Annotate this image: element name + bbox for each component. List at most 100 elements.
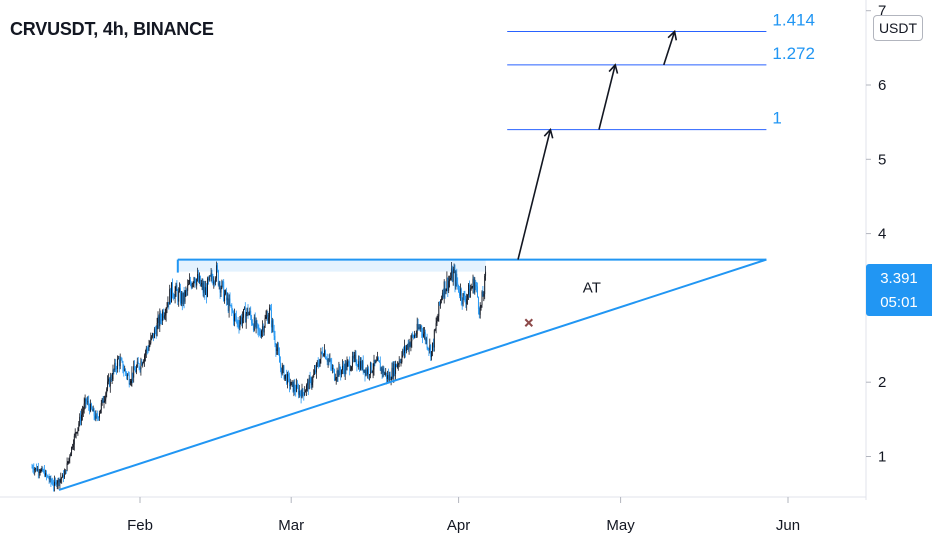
candle-body <box>199 275 201 286</box>
candle-body <box>261 330 262 337</box>
candle-body <box>161 318 163 321</box>
candle-body <box>36 468 37 471</box>
candle-body <box>171 282 173 295</box>
candle-body <box>42 468 44 472</box>
candle-body <box>180 288 181 304</box>
candle-body <box>434 329 436 331</box>
candle-body <box>40 469 42 472</box>
x-tick-label: Feb <box>127 517 153 534</box>
candle-body <box>187 284 189 291</box>
candle-body <box>306 382 308 386</box>
candle-body <box>273 330 275 336</box>
candle-body <box>354 354 356 356</box>
candle-body <box>87 401 89 403</box>
candle-body <box>86 401 88 403</box>
candle-body <box>454 269 456 287</box>
candle-body <box>275 344 277 352</box>
candle-body <box>337 370 339 377</box>
candle-body <box>72 444 74 448</box>
candle-body <box>133 366 135 378</box>
candle-body <box>367 368 369 375</box>
candle-body <box>352 356 354 359</box>
candle-body <box>164 315 166 317</box>
candle-body <box>207 278 208 297</box>
candle-body <box>458 284 460 292</box>
x-tick-label: Mar <box>278 517 304 534</box>
currency-button[interactable]: USDT <box>873 15 923 41</box>
candle-body <box>321 351 323 353</box>
candle-body <box>430 345 432 357</box>
candle-body <box>450 278 451 280</box>
candle-body <box>280 367 282 375</box>
candle-body <box>300 393 302 398</box>
candle-body <box>196 278 198 286</box>
candle-body <box>220 288 222 293</box>
candle-body <box>270 310 272 328</box>
candle-body <box>391 367 393 380</box>
candle-body <box>316 362 318 364</box>
candle-body <box>60 478 62 480</box>
candle-body <box>305 390 307 393</box>
candle-body <box>132 372 134 378</box>
candle-body <box>355 354 357 364</box>
candle-body <box>63 474 65 478</box>
candle-body <box>366 369 368 375</box>
candle-body <box>361 361 363 369</box>
candle-body <box>306 385 307 391</box>
candle-body <box>233 312 235 322</box>
candle-body <box>108 378 109 382</box>
candle-body <box>333 369 335 380</box>
candle-body <box>392 367 394 377</box>
candle-body <box>276 349 278 352</box>
candle-body <box>65 470 67 471</box>
candle-body <box>180 293 182 304</box>
candle-body <box>288 376 290 386</box>
candle-body <box>484 275 486 295</box>
candle-body <box>123 370 125 372</box>
candle-body <box>270 307 271 311</box>
y-tick-label: 5 <box>878 151 886 168</box>
candle-body <box>203 286 205 293</box>
fib-level-label: 1.414 <box>772 11 815 30</box>
candle-body <box>443 281 445 298</box>
candle-body <box>421 326 423 333</box>
candle-body <box>215 278 217 283</box>
candle-body <box>226 297 228 301</box>
candle-body <box>234 313 236 316</box>
candle-body <box>416 323 418 335</box>
resistance-zone <box>177 259 486 272</box>
candle-body <box>379 362 381 371</box>
candle-body <box>112 369 114 380</box>
candle-body <box>315 363 317 373</box>
candle-body <box>103 400 105 403</box>
candle-body <box>126 374 128 377</box>
candle-body <box>51 481 53 483</box>
fib-level-label: 1 <box>772 109 781 128</box>
candle-body <box>252 323 253 325</box>
projection-arrow <box>663 31 676 66</box>
candle-body <box>178 291 180 302</box>
candle-body <box>412 334 414 336</box>
candle-body <box>239 321 241 328</box>
candle-body <box>249 310 251 314</box>
candle-body <box>48 478 50 480</box>
y-tick-label: 7 <box>878 3 886 20</box>
candle-body <box>342 365 343 371</box>
candle-body <box>378 357 379 361</box>
candle-body <box>89 405 91 412</box>
candle-body <box>152 333 154 336</box>
candle-body <box>222 281 224 282</box>
candle-body <box>128 375 130 385</box>
candle-body <box>108 378 110 387</box>
candle-body <box>318 365 320 367</box>
candle-body <box>266 315 268 317</box>
candle-body <box>405 347 407 351</box>
candle-body <box>232 310 234 313</box>
candle-body <box>297 387 299 395</box>
candle-body <box>192 283 194 284</box>
candle-body <box>188 283 190 285</box>
candle-body <box>324 350 325 356</box>
candle-body <box>181 293 183 304</box>
